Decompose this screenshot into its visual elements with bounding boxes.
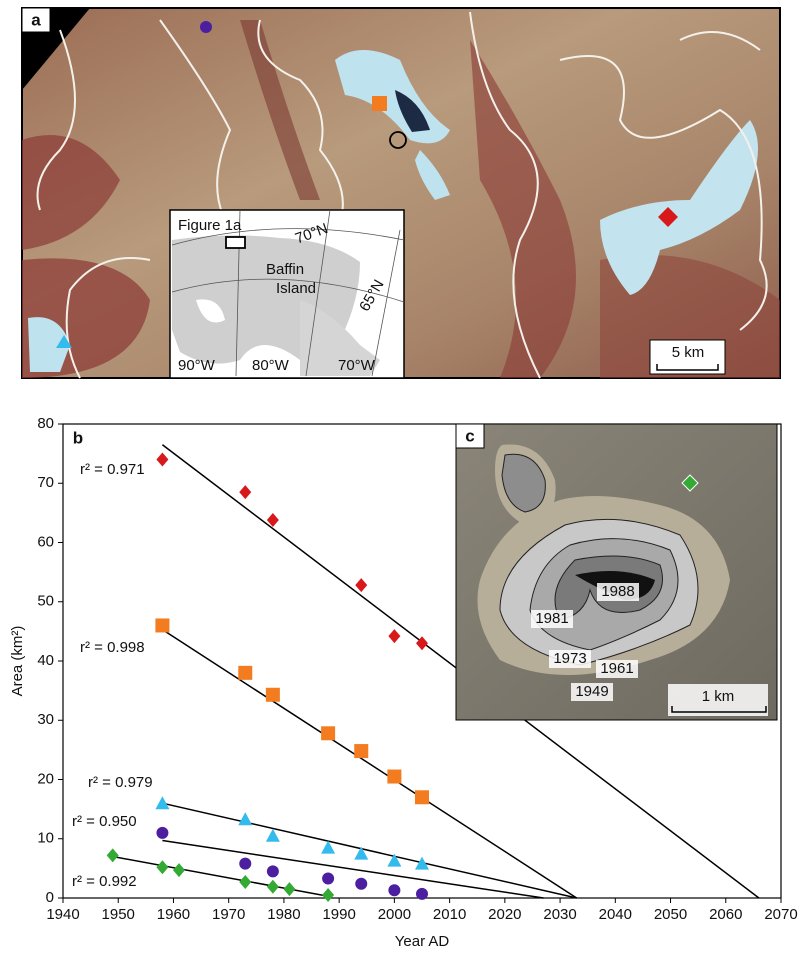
diamond-marker	[239, 485, 252, 500]
panel-label: c	[465, 426, 474, 445]
y-axis-label: Area (km²)	[9, 626, 26, 697]
triangle-marker	[415, 856, 429, 870]
r2-label: r² = 0.950	[72, 813, 137, 830]
circle-marker	[322, 872, 335, 885]
triangle-marker	[354, 846, 369, 860]
r2-label: r² = 0.971	[80, 461, 145, 478]
fit-line	[112, 855, 329, 897]
lon-label: 80°W	[252, 357, 290, 374]
contour-label-bg	[596, 660, 638, 678]
square-marker	[265, 687, 280, 702]
circle-marker	[239, 857, 252, 870]
y-tick-label: 30	[37, 711, 54, 728]
square-marker	[354, 744, 369, 759]
y-tick-label: 80	[37, 415, 54, 432]
x-tick-label: 1970	[212, 906, 245, 923]
x-tick-label: 2000	[378, 906, 411, 923]
fit-line	[162, 839, 544, 899]
x-tick-label: 2070	[764, 906, 797, 923]
contour-label-bg	[597, 583, 639, 601]
circle-marker	[416, 887, 428, 900]
r2-label: r² = 0.998	[80, 639, 145, 656]
y-tick-label: 40	[37, 652, 54, 669]
diamond-marker	[172, 863, 185, 878]
diamond-marker	[322, 888, 335, 903]
square-marker	[238, 665, 253, 680]
triangle-marker	[387, 853, 402, 867]
x-tick-label: 2010	[433, 906, 466, 923]
lon-label: 70°W	[338, 357, 376, 374]
y-tick-label: 20	[37, 770, 54, 787]
x-tick-label: 2020	[488, 906, 521, 923]
triangle-marker	[238, 812, 253, 826]
contour-year: 1973	[553, 650, 586, 667]
fit-line	[162, 628, 578, 899]
y-tick-label: 50	[37, 593, 54, 610]
diamond-marker	[239, 875, 252, 890]
place-label: Baffin	[266, 261, 304, 278]
satellite-map	[21, 7, 781, 379]
diamond-marker	[156, 452, 169, 467]
contour-label-bg	[571, 683, 613, 701]
x-tick-label: 1990	[322, 906, 355, 923]
panel-label: b	[73, 428, 83, 447]
r2-label: r² = 0.979	[88, 774, 153, 791]
diamond-marker	[388, 629, 401, 644]
diamond-marker	[283, 882, 296, 897]
diamond-marker	[106, 848, 119, 863]
contour-year: 1981	[535, 610, 568, 627]
circle-marker	[266, 865, 279, 878]
square-marker	[321, 726, 336, 741]
square-marker	[387, 769, 402, 784]
x-tick-label: 2040	[599, 906, 632, 923]
scale-label: 1 km	[702, 688, 735, 705]
place-label: Island	[276, 280, 316, 297]
lon-label: 90°W	[178, 357, 216, 374]
y-tick-label: 0	[46, 889, 54, 906]
y-tick-label: 10	[37, 830, 54, 847]
diamond-marker	[156, 860, 169, 875]
circle-marker	[388, 884, 401, 897]
contour-year: 1961	[600, 660, 633, 677]
x-tick-label: 1980	[267, 906, 300, 923]
x-axis-label: Year AD	[395, 933, 450, 950]
circle-marker	[355, 877, 368, 890]
triangle-marker	[321, 840, 336, 854]
x-tick-label: 2050	[654, 906, 687, 923]
diamond-marker	[355, 578, 368, 593]
x-tick-label: 1960	[157, 906, 190, 923]
contour-label-bg	[531, 610, 573, 628]
contour-year: 1988	[601, 583, 634, 600]
x-tick-label: 1940	[46, 906, 79, 923]
x-tick-label: 2030	[543, 906, 576, 923]
triangle-marker	[265, 828, 280, 842]
panel-label: a	[31, 10, 41, 29]
triangle-marker	[155, 796, 170, 810]
square-marker	[155, 618, 170, 633]
y-tick-label: 60	[37, 533, 54, 550]
r2-label: r² = 0.992	[72, 873, 137, 890]
x-tick-label: 1950	[102, 906, 135, 923]
contour-label-bg	[549, 650, 591, 668]
fit-line	[162, 802, 577, 899]
y-tick-label: 70	[37, 474, 54, 491]
scale-label: 5 km	[672, 344, 705, 361]
square-marker	[415, 790, 429, 805]
diamond-marker	[266, 879, 279, 894]
plot: 1940 1950 1960 1970 1980 1990 2000 2010 2020 2030…	[9, 415, 798, 950]
diamond-marker	[416, 636, 428, 651]
x-tick-label: 2060	[709, 906, 742, 923]
inset-title: Figure 1a	[178, 217, 242, 234]
diamond-marker	[266, 512, 279, 527]
contour-year: 1949	[575, 683, 608, 700]
circle-marker	[156, 826, 169, 839]
